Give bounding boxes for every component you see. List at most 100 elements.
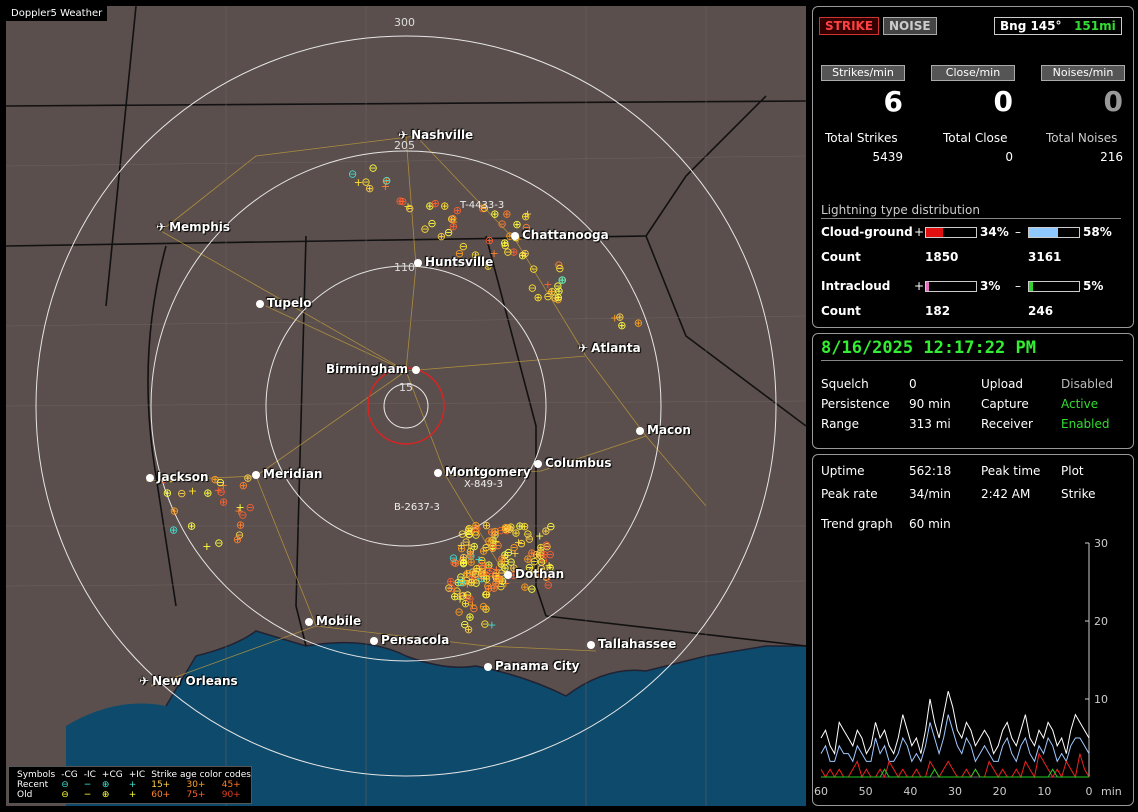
city-macon[interactable]: Macon bbox=[636, 423, 691, 437]
city-panama-city[interactable]: Panama City bbox=[484, 659, 579, 673]
ic-positive-fill bbox=[926, 282, 929, 291]
bearing-value: Bng 145° bbox=[1000, 19, 1062, 33]
city-chattanooga[interactable]: Chattanooga bbox=[511, 228, 609, 242]
city-columbus[interactable]: Columbus bbox=[534, 456, 612, 470]
plot-value[interactable]: Strike bbox=[1061, 487, 1096, 501]
strike-marker: ⊕ bbox=[502, 524, 511, 537]
trend-y-tick-label: 30 bbox=[1094, 537, 1108, 550]
strike-marker: ⊖ bbox=[478, 562, 487, 575]
strike-marker: ⊕ bbox=[547, 285, 556, 298]
city-atlanta[interactable]: ✈ Atlanta bbox=[578, 341, 641, 355]
strike-marker: ⊖ bbox=[471, 576, 480, 589]
strike-marker: ⊖ bbox=[503, 246, 512, 259]
city-tallahassee[interactable]: Tallahassee bbox=[587, 637, 676, 651]
city-birmingham[interactable]: Birmingham bbox=[326, 362, 423, 376]
city-dot-icon bbox=[504, 571, 512, 579]
city-mobile[interactable]: Mobile bbox=[305, 614, 361, 628]
strike-marker: + bbox=[514, 536, 523, 549]
lightning-map[interactable]: ⊖ ⊕ ⊖ ⊖ ⊕ ⊖ ⊖ ⊖ ⊕ ⊕ ⊖ ⊖ ⊖ ⊕ ⊖ ⊖ ⊕ + ⊕ ⊖ ⊕ + ⊕ ⊕ ⊕ ⊕ ⊕ ⊖ ⊖ + ⊕ + ⊖ + ⊖ ⊖ ⊖ ⊖ ⊖ ⊕… bbox=[6, 6, 806, 806]
strike-marker: + bbox=[485, 562, 494, 575]
cg-positive-count: 1850 bbox=[925, 250, 959, 264]
range-label: Range bbox=[821, 417, 860, 431]
strike-marker: ⊖ bbox=[551, 291, 560, 304]
legend-header-pos-ic: +IC bbox=[128, 770, 146, 780]
strike-marker: ⊖ bbox=[464, 528, 473, 541]
strike-marker: ⊖ bbox=[456, 570, 465, 583]
strike-marker: + bbox=[468, 598, 477, 611]
strike-marker: ⊕ bbox=[515, 520, 524, 533]
strike-marker: ⊕ bbox=[521, 210, 530, 223]
city-huntsville[interactable]: Huntsville bbox=[414, 255, 493, 269]
city-jackson[interactable]: Jackson bbox=[146, 470, 209, 484]
strikes-per-min-header[interactable]: Strikes/min bbox=[821, 65, 905, 81]
strike-marker: ⊖ bbox=[382, 174, 391, 187]
strikes-per-min-value: 6 bbox=[883, 85, 903, 118]
status-panel: 8/16/2025 12:17:22 PM Squelch 0 Upload D… bbox=[812, 333, 1134, 449]
strike-marker: ⊕ bbox=[509, 568, 518, 581]
trend-graph-value: 60 min bbox=[909, 517, 951, 531]
strike-marker: ⊖ bbox=[177, 487, 186, 500]
strike-marker: ⊖ bbox=[527, 582, 536, 595]
strike-marker: ⊕ bbox=[236, 519, 245, 532]
city-dot-icon bbox=[252, 471, 260, 479]
city-dot-icon bbox=[484, 663, 492, 671]
strike-marker: ⊖ bbox=[553, 293, 562, 306]
city-dot-icon bbox=[414, 259, 422, 267]
city-dothan[interactable]: Dothan bbox=[504, 567, 564, 581]
strike-marker: ⊖ bbox=[525, 532, 534, 545]
strike-marker: ⊕ bbox=[520, 581, 529, 594]
strike-mode-button[interactable]: STRIKE bbox=[819, 17, 880, 35]
strike-marker: ⊕ bbox=[477, 572, 486, 585]
total-close-label: Total Close bbox=[943, 131, 1008, 145]
strike-marker: ⊕ bbox=[491, 577, 500, 590]
city-montgomery[interactable]: Montgomery bbox=[434, 465, 531, 479]
strike-marker: ⊕ bbox=[468, 565, 477, 578]
strike-marker: ⊕ bbox=[484, 582, 493, 595]
strike-marker: ⊕ bbox=[458, 553, 467, 566]
close-range-ring bbox=[367, 367, 445, 445]
strike-marker: + bbox=[470, 564, 479, 577]
strike-marker: ⊖ bbox=[555, 262, 564, 275]
city-pensacola[interactable]: Pensacola bbox=[370, 633, 449, 647]
receiver-label: Receiver bbox=[981, 417, 1033, 431]
strike-marker: ⊖ bbox=[500, 555, 509, 568]
trend-x-tick-label: 30 bbox=[948, 785, 962, 798]
strike-marker: ⊕ bbox=[533, 291, 542, 304]
strike-marker: ⊕ bbox=[511, 527, 520, 540]
strike-marker: ⊖ bbox=[246, 501, 255, 514]
strike-marker: ⊖ bbox=[492, 567, 501, 580]
strike-marker: ⊕ bbox=[382, 174, 391, 187]
cg-plus-sign: + bbox=[914, 225, 925, 239]
symbol-legend: Symbols -CG -IC +CG +IC Strike age color… bbox=[8, 766, 252, 804]
strike-marker: ⊖ bbox=[488, 540, 497, 553]
gulf-water bbox=[66, 631, 806, 806]
city-new-orleans[interactable]: ✈ New Orleans bbox=[139, 674, 238, 688]
city-nashville[interactable]: ✈ Nashville bbox=[398, 128, 474, 142]
pos-cg-old-icon: ⊕ bbox=[101, 790, 110, 800]
city-memphis[interactable]: ✈ Memphis bbox=[156, 220, 231, 234]
city-meridian[interactable]: Meridian bbox=[252, 467, 322, 481]
ring-label-205: 205 bbox=[394, 139, 415, 152]
strike-marker: ⊖ bbox=[501, 239, 510, 252]
strike-marker: ⊕ bbox=[471, 519, 480, 532]
strike-marker: ⊕ bbox=[558, 273, 567, 286]
uptime-label: Uptime bbox=[821, 464, 865, 478]
age-90: 90+ bbox=[221, 790, 241, 800]
city-dot-icon bbox=[305, 618, 313, 626]
noises-per-min-header[interactable]: Noises/min bbox=[1041, 65, 1125, 81]
strike-marker: ⊕ bbox=[470, 540, 479, 553]
city-tupelo[interactable]: Tupelo bbox=[256, 296, 312, 310]
close-per-min-header[interactable]: Close/min bbox=[931, 65, 1015, 81]
legend-recent-label: Recent bbox=[17, 780, 49, 790]
strike-marker: ⊕ bbox=[365, 182, 374, 195]
strike-marker: ⊖ bbox=[522, 221, 531, 234]
noise-mode-button[interactable]: NOISE bbox=[883, 17, 937, 35]
legend-old-label: Old bbox=[17, 790, 33, 800]
strike-marker: ⊖ bbox=[501, 521, 510, 534]
legend-header-pos-cg: +CG bbox=[101, 770, 123, 780]
strike-marker: ⊕ bbox=[541, 525, 550, 538]
state-borders bbox=[6, 6, 806, 647]
strike-marker: ⊕ bbox=[425, 200, 434, 213]
airport-icon: ✈ bbox=[139, 674, 150, 688]
strike-marker: ⊖ bbox=[504, 546, 513, 559]
